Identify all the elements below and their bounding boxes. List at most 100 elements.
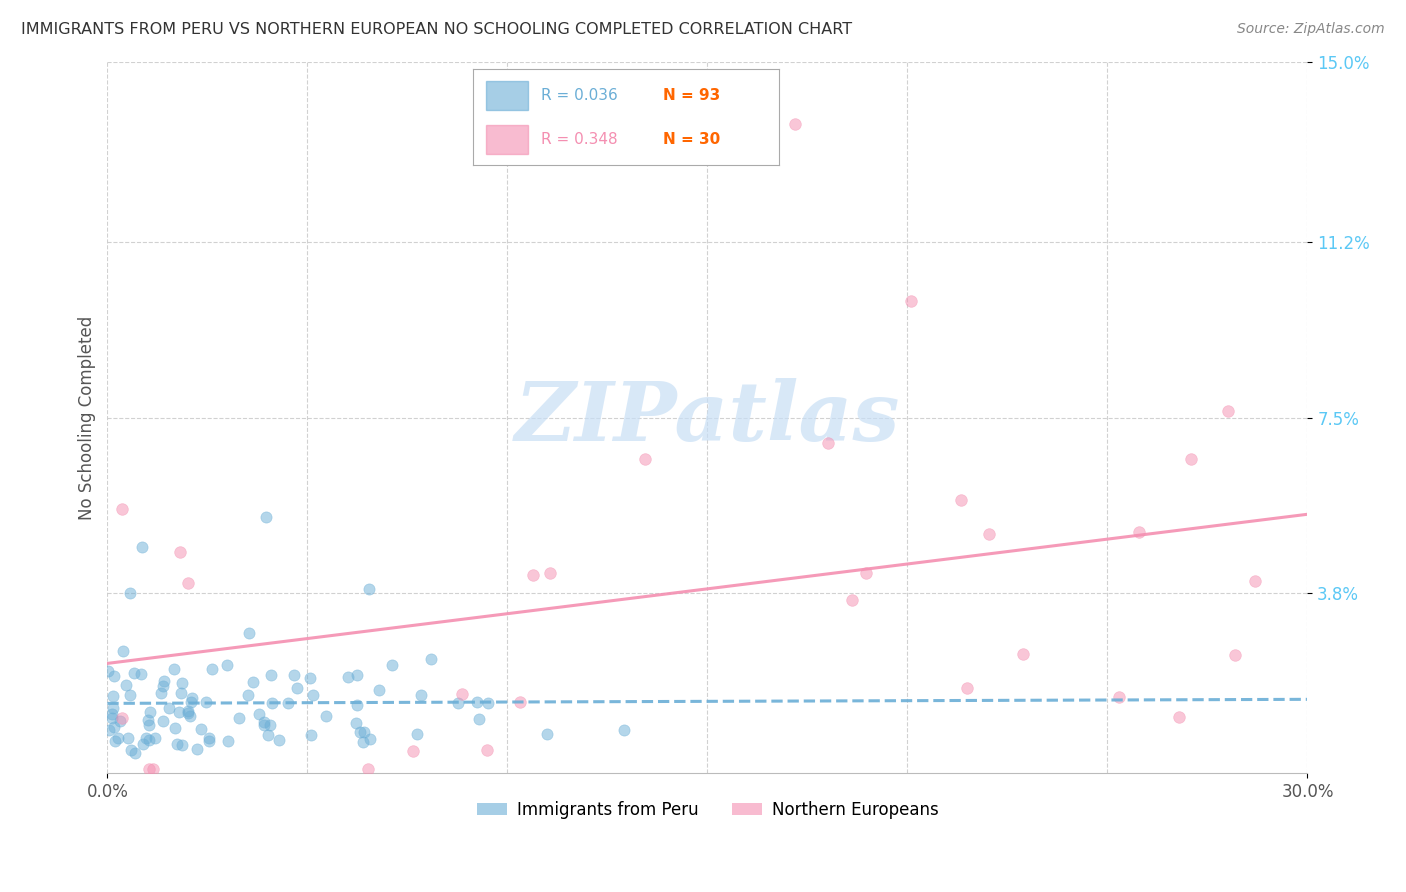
Point bbox=[217, 734, 239, 748]
Point bbox=[536, 727, 558, 741]
Point bbox=[302, 688, 325, 702]
Point bbox=[1216, 404, 1239, 418]
Point bbox=[1128, 525, 1150, 540]
Point bbox=[107, 731, 129, 745]
Point bbox=[97, 664, 120, 678]
Point bbox=[352, 734, 374, 748]
Point bbox=[180, 695, 202, 709]
Point bbox=[353, 724, 375, 739]
Point bbox=[475, 743, 498, 757]
Point bbox=[522, 567, 544, 582]
Point bbox=[451, 687, 474, 701]
Point bbox=[260, 667, 283, 681]
Point bbox=[149, 685, 172, 699]
Point bbox=[1108, 690, 1130, 704]
Point bbox=[111, 502, 134, 516]
Point bbox=[111, 644, 134, 658]
Point bbox=[979, 526, 1001, 541]
Point bbox=[817, 435, 839, 450]
Point bbox=[138, 732, 160, 747]
Point bbox=[477, 696, 499, 710]
Point bbox=[180, 690, 202, 705]
Point bbox=[299, 671, 322, 685]
Point bbox=[138, 718, 160, 732]
Point bbox=[170, 739, 193, 753]
Point bbox=[900, 293, 922, 308]
Point bbox=[785, 117, 807, 131]
Point bbox=[103, 720, 125, 734]
Point bbox=[101, 689, 124, 703]
Point bbox=[115, 678, 138, 692]
Point bbox=[411, 688, 433, 702]
Point bbox=[344, 715, 367, 730]
Point bbox=[152, 679, 174, 693]
Point bbox=[103, 700, 125, 714]
Point bbox=[1180, 451, 1202, 466]
Point bbox=[956, 681, 979, 695]
Point bbox=[254, 510, 277, 524]
Point bbox=[356, 762, 378, 776]
Point bbox=[131, 541, 153, 555]
Point bbox=[138, 762, 160, 776]
Point bbox=[132, 738, 155, 752]
Point bbox=[103, 669, 125, 683]
Point bbox=[299, 728, 322, 742]
Y-axis label: No Schooling Completed: No Schooling Completed bbox=[79, 316, 96, 520]
Point bbox=[247, 707, 270, 722]
Point bbox=[256, 728, 278, 742]
Point bbox=[267, 733, 290, 747]
Point bbox=[124, 665, 146, 680]
Point bbox=[253, 718, 276, 732]
Point bbox=[262, 697, 284, 711]
Point bbox=[367, 683, 389, 698]
Point bbox=[201, 662, 224, 676]
Point bbox=[465, 695, 488, 709]
Point bbox=[381, 658, 404, 673]
Point bbox=[841, 592, 863, 607]
Point bbox=[346, 668, 368, 682]
Point bbox=[153, 673, 176, 688]
Text: ZIPatlas: ZIPatlas bbox=[515, 378, 900, 458]
Point bbox=[138, 713, 160, 727]
Point bbox=[1244, 574, 1267, 588]
Text: IMMIGRANTS FROM PERU VS NORTHERN EUROPEAN NO SCHOOLING COMPLETED CORRELATION CHA: IMMIGRANTS FROM PERU VS NORTHERN EUROPEA… bbox=[21, 22, 852, 37]
Point bbox=[139, 706, 162, 720]
Point bbox=[170, 686, 193, 700]
Point bbox=[177, 706, 200, 721]
Point bbox=[242, 675, 264, 690]
Point bbox=[194, 695, 217, 709]
Point bbox=[197, 731, 219, 746]
Point bbox=[179, 709, 201, 723]
Point bbox=[1225, 648, 1247, 662]
Point bbox=[346, 698, 368, 712]
Point bbox=[238, 688, 260, 702]
Point bbox=[143, 731, 166, 746]
Point bbox=[110, 714, 132, 728]
Point bbox=[1012, 647, 1035, 661]
Point bbox=[613, 723, 636, 737]
Point bbox=[186, 741, 208, 756]
Point bbox=[120, 742, 142, 756]
Point bbox=[124, 747, 146, 761]
Point bbox=[169, 545, 191, 559]
Point bbox=[198, 734, 221, 748]
Point bbox=[163, 662, 186, 676]
Point bbox=[228, 711, 250, 725]
Point bbox=[157, 701, 180, 715]
Point bbox=[101, 711, 124, 725]
Point bbox=[166, 737, 188, 751]
Point bbox=[419, 651, 441, 665]
Point bbox=[190, 722, 212, 736]
Point bbox=[152, 714, 174, 729]
Point bbox=[177, 576, 200, 591]
Point bbox=[349, 725, 371, 739]
Point bbox=[177, 704, 200, 718]
Text: Source: ZipAtlas.com: Source: ZipAtlas.com bbox=[1237, 22, 1385, 37]
Point bbox=[634, 452, 657, 467]
Point bbox=[1168, 709, 1191, 723]
Point bbox=[359, 731, 381, 746]
Point bbox=[215, 657, 238, 672]
Point bbox=[97, 723, 120, 738]
Point bbox=[142, 762, 165, 776]
Point bbox=[167, 705, 190, 719]
